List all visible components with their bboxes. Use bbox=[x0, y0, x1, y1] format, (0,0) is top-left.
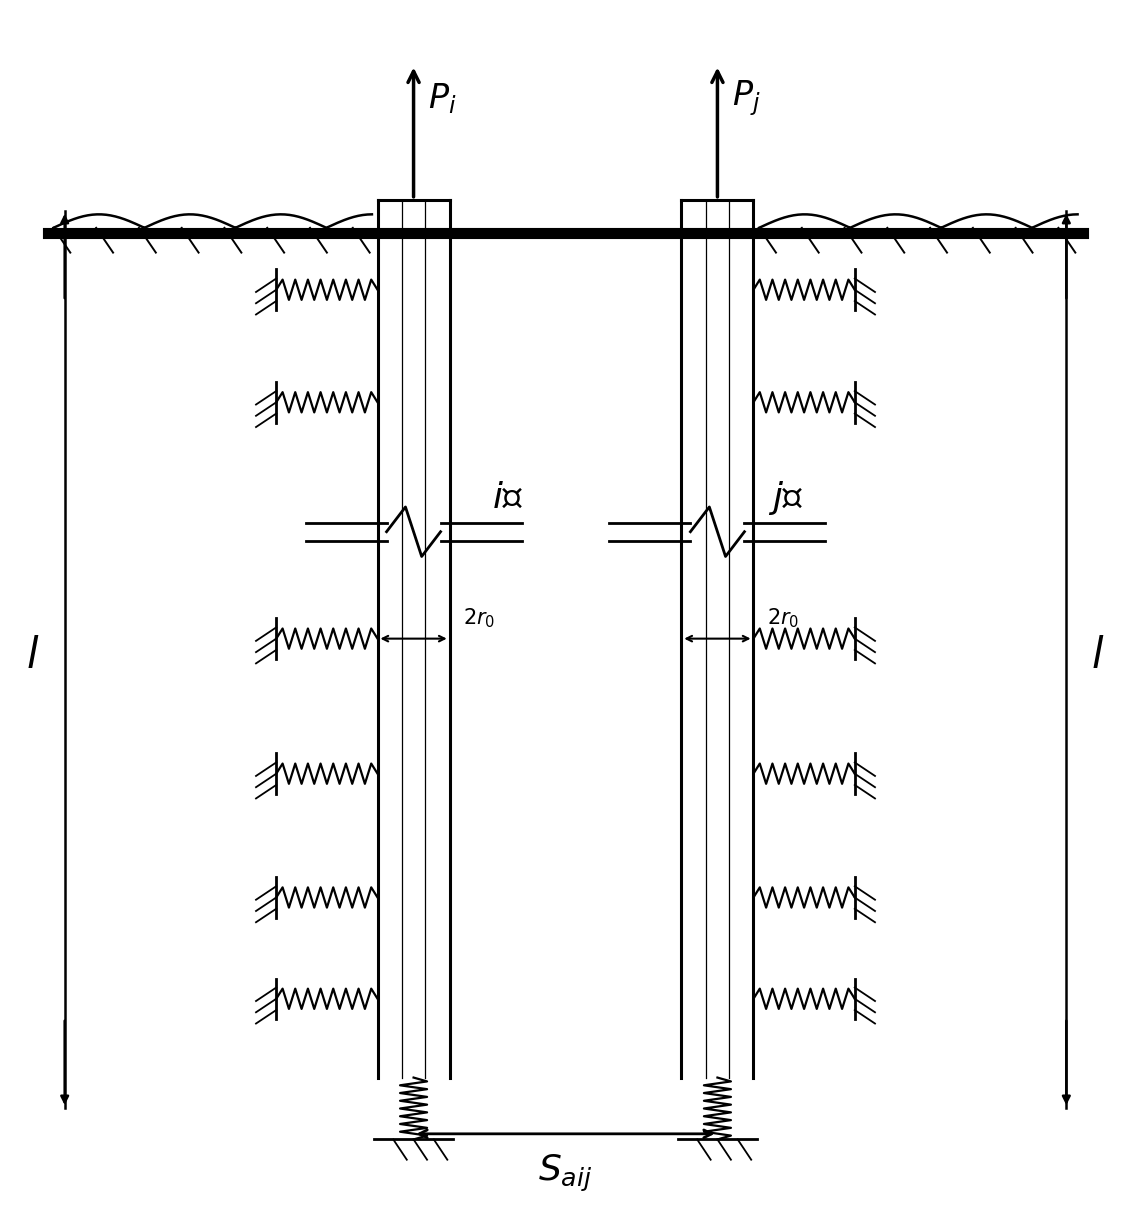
Text: $j$桩: $j$桩 bbox=[768, 479, 803, 516]
Text: $2r_0$: $2r_0$ bbox=[767, 606, 800, 630]
Text: $l$: $l$ bbox=[1091, 635, 1105, 676]
Text: $2r_0$: $2r_0$ bbox=[463, 606, 495, 630]
Text: $P_i$: $P_i$ bbox=[429, 81, 457, 116]
Text: $S_{aij}$: $S_{aij}$ bbox=[538, 1153, 593, 1194]
Text: $i$桩: $i$桩 bbox=[492, 481, 524, 515]
Text: $l$: $l$ bbox=[26, 635, 40, 676]
Text: $P_j$: $P_j$ bbox=[732, 78, 761, 118]
